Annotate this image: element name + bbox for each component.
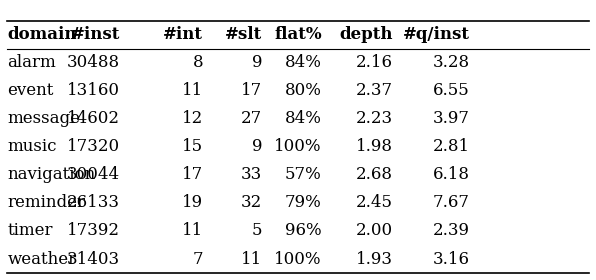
Text: 31403: 31403	[67, 251, 120, 267]
Text: 11: 11	[182, 223, 203, 239]
Text: 96%: 96%	[285, 223, 322, 239]
Text: 84%: 84%	[285, 54, 322, 71]
Text: #slt: #slt	[225, 26, 262, 43]
Text: 1.98: 1.98	[356, 138, 393, 155]
Text: event: event	[7, 82, 54, 99]
Text: 27: 27	[241, 110, 262, 127]
Text: flat%: flat%	[274, 26, 322, 43]
Text: 5: 5	[252, 223, 262, 239]
Text: 2.68: 2.68	[356, 166, 393, 183]
Text: 30044: 30044	[67, 166, 120, 183]
Text: 17392: 17392	[67, 223, 120, 239]
Text: 7.67: 7.67	[433, 194, 470, 211]
Text: 17: 17	[241, 82, 262, 99]
Text: 17: 17	[182, 166, 203, 183]
Text: 7: 7	[193, 251, 203, 267]
Text: 8: 8	[193, 54, 203, 71]
Text: domain: domain	[7, 26, 77, 43]
Text: 84%: 84%	[285, 110, 322, 127]
Text: 30488: 30488	[67, 54, 120, 71]
Text: 6.55: 6.55	[433, 82, 470, 99]
Text: weather: weather	[7, 251, 76, 267]
Text: 57%: 57%	[285, 166, 322, 183]
Text: 80%: 80%	[285, 82, 322, 99]
Text: 2.39: 2.39	[433, 223, 470, 239]
Text: 3.16: 3.16	[433, 251, 470, 267]
Text: 100%: 100%	[274, 251, 322, 267]
Text: 100%: 100%	[274, 138, 322, 155]
Text: 2.23: 2.23	[356, 110, 393, 127]
Text: 19: 19	[182, 194, 203, 211]
Text: 3.97: 3.97	[433, 110, 470, 127]
Text: 2.45: 2.45	[356, 194, 393, 211]
Text: 33: 33	[241, 166, 262, 183]
Text: 3.28: 3.28	[433, 54, 470, 71]
Text: 2.37: 2.37	[356, 82, 393, 99]
Text: #inst: #inst	[71, 26, 120, 43]
Text: music: music	[7, 138, 57, 155]
Text: 9: 9	[252, 54, 262, 71]
Text: 12: 12	[182, 110, 203, 127]
Text: 2.81: 2.81	[433, 138, 470, 155]
Text: 32: 32	[241, 194, 262, 211]
Text: 11: 11	[241, 251, 262, 267]
Text: alarm: alarm	[7, 54, 56, 71]
Text: 17320: 17320	[67, 138, 120, 155]
Text: navigation: navigation	[7, 166, 95, 183]
Text: reminder: reminder	[7, 194, 85, 211]
Text: message: message	[7, 110, 80, 127]
Text: 9: 9	[252, 138, 262, 155]
Text: 79%: 79%	[285, 194, 322, 211]
Text: 14602: 14602	[67, 110, 120, 127]
Text: 2.00: 2.00	[356, 223, 393, 239]
Text: 1.93: 1.93	[356, 251, 393, 267]
Text: 13160: 13160	[67, 82, 120, 99]
Text: depth: depth	[339, 26, 393, 43]
Text: #q/inst: #q/inst	[403, 26, 470, 43]
Text: 2.16: 2.16	[356, 54, 393, 71]
Text: 15: 15	[182, 138, 203, 155]
Text: 6.18: 6.18	[433, 166, 470, 183]
Text: 11: 11	[182, 82, 203, 99]
Text: 26133: 26133	[67, 194, 120, 211]
Text: #int: #int	[163, 26, 203, 43]
Text: timer: timer	[7, 223, 53, 239]
